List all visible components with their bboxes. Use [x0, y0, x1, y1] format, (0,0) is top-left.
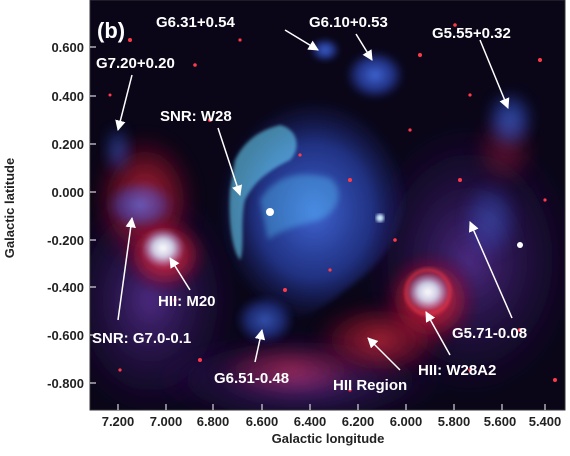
y-axis: 0.600 0.400 0.200 0.000 -0.200 -0.400 -0… — [2, 40, 96, 391]
y-tick-label: -0.800 — [47, 376, 84, 391]
x-tick-label: 6.800 — [197, 414, 230, 429]
y-tick-label: 0.400 — [51, 89, 84, 104]
x-tick-label: 6.200 — [342, 414, 375, 429]
x-tick-label: 5.600 — [484, 414, 517, 429]
label-g5-71: G5.71-0.08 — [452, 325, 527, 342]
label-hii-w28a2: HII: W28A2 — [418, 362, 496, 379]
label-snr-g7-0: SNR: G7.0-0.1 — [92, 330, 191, 347]
y-tick-label: -0.400 — [47, 280, 84, 295]
x-tick-label: 6.400 — [294, 414, 327, 429]
plot-frame — [89, 0, 566, 411]
label-hii-m20: HII: M20 — [158, 293, 216, 310]
y-tick-label: 0.600 — [51, 40, 84, 55]
x-axis-title: Galactic longitude — [272, 431, 385, 446]
annotation-labels: G6.31+0.54 G6.10+0.53 G5.55+0.32 G7.20+0… — [92, 14, 527, 394]
x-tick-label: 6.600 — [246, 414, 279, 429]
label-g7-20: G7.20+0.20 — [96, 55, 175, 72]
label-g6-10: G6.10+0.53 — [309, 14, 388, 31]
label-snr-w28: SNR: W28 — [160, 108, 232, 125]
x-tick-label: 5.400 — [529, 414, 562, 429]
y-axis-title: Galactic latitude — [2, 158, 17, 258]
y-tick-label: -0.600 — [47, 328, 84, 343]
x-tick-label: 7.000 — [150, 414, 183, 429]
x-tick-label: 7.200 — [102, 414, 135, 429]
annotation-arrows — [115, 29, 513, 371]
label-g5-55: G5.55+0.32 — [432, 25, 511, 42]
label-hii-region: HII Region — [333, 377, 407, 394]
panel-label: (b) — [97, 18, 125, 43]
label-g6-51: G6.51-0.48 — [214, 370, 289, 387]
x-axis: 7.200 7.000 6.800 6.600 6.400 6.200 6.00… — [102, 404, 562, 446]
label-g6-31: G6.31+0.54 — [156, 14, 235, 31]
sky-image — [90, 0, 565, 410]
y-tick-label: -0.200 — [47, 233, 84, 248]
y-tick-label: 0.000 — [51, 185, 84, 200]
x-tick-label: 5.800 — [438, 414, 471, 429]
y-tick-label: 0.200 — [51, 137, 84, 152]
x-tick-label: 6.000 — [390, 414, 423, 429]
